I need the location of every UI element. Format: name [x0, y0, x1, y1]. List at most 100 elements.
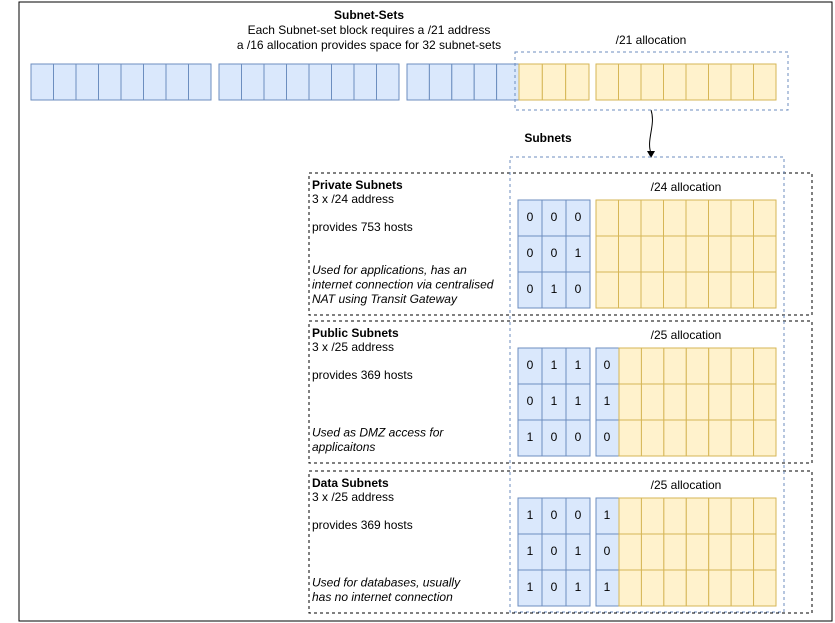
cell — [708, 533, 732, 571]
cell — [640, 63, 664, 101]
cell — [120, 63, 144, 101]
section-box — [308, 470, 813, 614]
hosts: provides 369 hosts — [312, 518, 413, 532]
arrow — [649, 109, 653, 154]
bit-cell — [541, 419, 567, 457]
cell — [165, 63, 189, 101]
header-line: Each Subnet-set block requires a /21 add… — [248, 23, 491, 37]
cell — [618, 235, 642, 273]
bit: 1 — [551, 358, 558, 372]
address: 3 x /25 address — [312, 340, 394, 354]
header-line: a /16 allocation provides space for 32 s… — [237, 38, 501, 52]
bit: 0 — [551, 430, 558, 444]
cell — [188, 63, 212, 101]
bit-cell — [517, 419, 543, 457]
cell — [708, 235, 732, 273]
bit-cell — [565, 569, 591, 607]
cell — [30, 63, 54, 101]
cell — [730, 271, 754, 309]
bit: 0 — [604, 430, 611, 444]
cell — [143, 63, 167, 101]
cell — [685, 569, 710, 607]
cell — [308, 63, 332, 101]
allocation-label: /25 allocation — [651, 328, 722, 342]
cell — [753, 383, 777, 421]
bit-cell — [541, 347, 567, 385]
cell — [595, 199, 619, 237]
cell — [730, 63, 754, 101]
cell — [640, 347, 665, 385]
dashed-box — [509, 156, 785, 613]
bit-cell — [541, 199, 567, 237]
cell — [663, 533, 687, 571]
cell — [595, 271, 619, 309]
cell — [496, 63, 520, 101]
bit-cell — [517, 569, 543, 607]
cell — [753, 199, 777, 237]
cell — [640, 569, 665, 607]
cell — [451, 63, 475, 101]
allocation-label: /24 allocation — [651, 180, 722, 194]
bit-cell — [541, 383, 567, 421]
bit: 0 — [551, 508, 558, 522]
description: Used for databases, usually — [312, 576, 461, 590]
cell — [753, 569, 777, 607]
cell — [708, 419, 732, 457]
bit: 1 — [575, 246, 582, 260]
cell — [565, 63, 590, 101]
cell — [753, 271, 777, 309]
cell — [640, 271, 664, 309]
bit-cell — [565, 271, 591, 309]
cell — [685, 419, 710, 457]
cell — [353, 63, 377, 101]
allocation-label: /25 allocation — [651, 478, 722, 492]
cell — [708, 383, 732, 421]
section-box — [308, 172, 813, 316]
bit: 1 — [527, 580, 534, 594]
cell — [286, 63, 310, 101]
bit: 1 — [575, 580, 582, 594]
cell — [730, 419, 755, 457]
bit-cell — [565, 383, 591, 421]
cell — [618, 383, 642, 421]
allocation-label: /21 allocation — [616, 33, 687, 47]
description: Used for applications, has an — [312, 263, 467, 277]
bit-cell — [541, 569, 567, 607]
cell — [730, 569, 755, 607]
cell — [663, 235, 687, 273]
bit: 0 — [551, 246, 558, 260]
cell — [98, 63, 122, 101]
bit: 0 — [604, 358, 611, 372]
section-title: Public Subnets — [312, 326, 399, 340]
bit: 0 — [527, 282, 534, 296]
cell — [730, 533, 755, 571]
cell — [618, 497, 642, 535]
bit: 1 — [604, 508, 611, 522]
cell — [663, 271, 687, 309]
cell — [663, 497, 687, 535]
bit: 0 — [527, 246, 534, 260]
cell — [730, 199, 754, 237]
cell — [730, 347, 755, 385]
bit: 0 — [551, 210, 558, 224]
bit-cell — [565, 497, 591, 535]
cell — [618, 419, 642, 457]
cell — [730, 497, 755, 535]
description: has no internet connection — [312, 590, 453, 604]
cell — [753, 347, 777, 385]
cell — [753, 419, 777, 457]
cell — [406, 63, 430, 101]
cell — [708, 347, 732, 385]
cell — [618, 569, 642, 607]
bit: 1 — [551, 394, 558, 408]
cell — [241, 63, 265, 101]
cell — [640, 533, 665, 571]
frame — [18, 1, 833, 622]
cell — [663, 347, 687, 385]
cell — [595, 235, 619, 273]
cell — [541, 63, 567, 101]
address: 3 x /25 address — [312, 490, 394, 504]
bit: 1 — [575, 394, 582, 408]
bit: 1 — [527, 430, 534, 444]
cell — [685, 383, 710, 421]
